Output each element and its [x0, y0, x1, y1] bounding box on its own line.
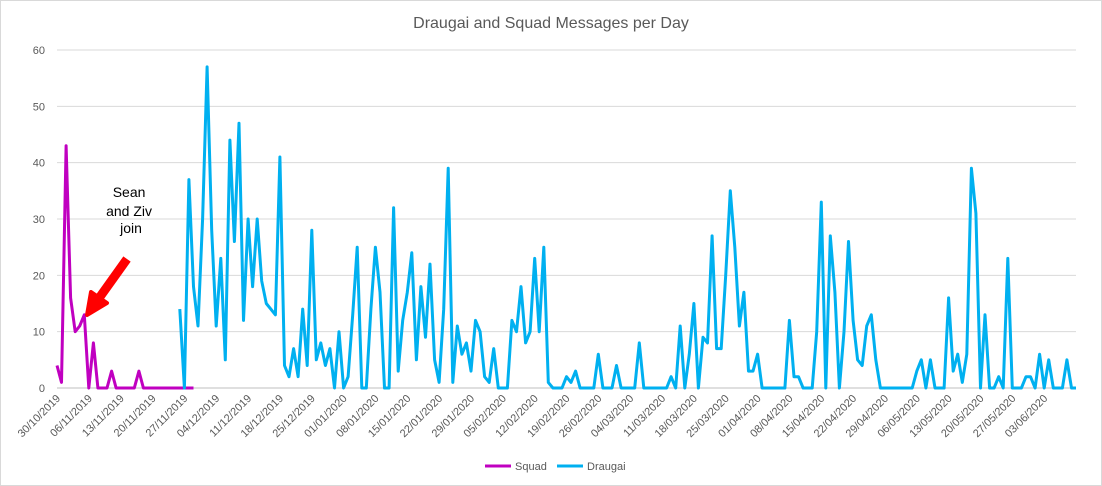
- annotation-line-3: join: [119, 220, 142, 236]
- y-axis-ticks: 0 10 20 30 40 50 60: [33, 45, 45, 395]
- y-tick-label: 40: [33, 158, 45, 170]
- svg-text:Sean and Ziv j: Sean and Ziv join: [106, 184, 156, 236]
- legend-item-draugai: Draugai: [557, 461, 626, 473]
- y-tick-label: 0: [39, 383, 45, 395]
- y-tick-label: 30: [33, 214, 45, 226]
- y-tick-label: 10: [33, 327, 45, 339]
- annotation: Sean and Ziv join: [85, 184, 156, 317]
- y-tick-label: 20: [33, 270, 45, 282]
- series-lines: [55, 65, 1076, 390]
- legend: Squad Draugai: [485, 461, 626, 473]
- x-axis-ticks: 30/10/201906/11/201913/11/201920/11/2019…: [16, 393, 1051, 440]
- series-line-squad: [55, 144, 194, 390]
- annotation-line-2: and Ziv: [106, 203, 152, 219]
- gridlines: [57, 49, 1076, 389]
- series-line-draugai: [178, 65, 1076, 390]
- y-tick-label: 60: [33, 45, 45, 57]
- chart-title: Draugai and Squad Messages per Day: [413, 15, 689, 32]
- y-tick-label: 50: [33, 101, 45, 113]
- legend-label-squad: Squad: [515, 461, 547, 473]
- annotation-line-1: Sean: [113, 184, 146, 200]
- legend-item-squad: Squad: [485, 461, 547, 473]
- annotation-arrow-icon: [85, 256, 131, 317]
- legend-label-draugai: Draugai: [587, 461, 626, 473]
